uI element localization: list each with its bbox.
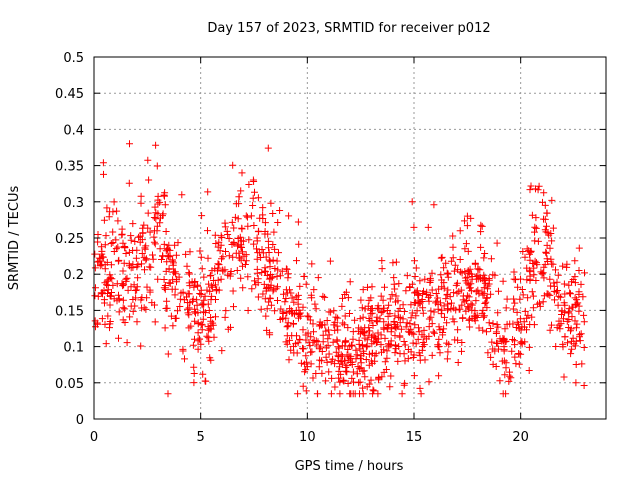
y-axis-label: SRMTID / TECUs [7,186,22,291]
y-tick-label: 0.4 [63,123,84,138]
y-tick-label: 0.35 [55,160,84,175]
y-tick-label: 0.5 [63,51,84,66]
x-tick-label: 5 [197,430,205,445]
data-points [91,140,588,398]
x-axis-label: GPS time / hours [295,459,404,474]
x-tick-label: 15 [406,430,423,445]
x-tick-label: 0 [90,430,98,445]
x-tick-label: 20 [512,430,529,445]
y-tick-label: 0.1 [63,341,84,356]
y-tick-label: 0.2 [63,268,84,283]
chart-title: Day 157 of 2023, SRMTID for receiver p01… [207,21,490,36]
y-tick-label: 0.45 [55,87,84,102]
y-tick-label: 0.15 [55,304,84,319]
plus-markers [91,140,588,398]
x-tick-label: 10 [299,430,316,445]
axis-ticks: 0 0.05 0.1 0.15 0.2 0.25 0.3 0.35 0.4 0.45 0.5 0 5 10… [55,51,606,445]
y-tick-label: 0 [76,413,84,428]
y-tick-label: 0.25 [55,232,84,247]
y-tick-label: 0.3 [63,196,84,211]
y-tick-label: 0.05 [55,377,84,392]
